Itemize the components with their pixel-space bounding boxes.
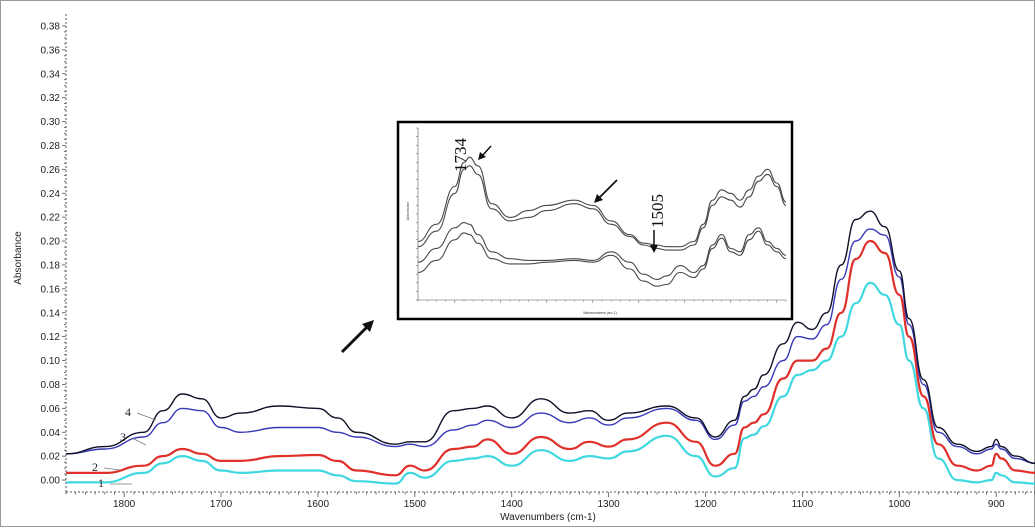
y-tick-label: 0.16	[41, 284, 61, 295]
y-tick-label: 0.38	[41, 21, 61, 32]
x-tick-label: 1200	[694, 499, 717, 510]
x-tick-label: 1100	[792, 499, 814, 510]
y-axis-label: Absorbance	[13, 231, 24, 285]
y-tick-label: 0.04	[41, 428, 61, 439]
series-lines	[65, 210, 1035, 485]
series-leader-3	[131, 437, 147, 446]
series-label-2: 2	[92, 460, 98, 474]
series-leader-2	[103, 467, 121, 471]
inset-x-ticks	[417, 300, 787, 303]
inset-series-line-2	[417, 165, 787, 251]
inset-peak-label-1734: 1734	[451, 138, 470, 173]
y-tick-label: 0.34	[41, 69, 61, 80]
x-tick-label: 1600	[307, 499, 330, 510]
inset-series-line-3	[417, 222, 787, 280]
y-tick-label: 0.18	[41, 260, 61, 271]
x-tick-label: 1500	[404, 499, 427, 510]
y-tick-label: 0.14	[41, 308, 61, 319]
y-tick-label: 0.22	[41, 213, 61, 224]
inset-series-line-1	[417, 156, 787, 248]
y-tick-label: 0.08	[41, 380, 61, 391]
y-tick-label: 0.02	[41, 452, 61, 463]
y-tick-label: 0.12	[41, 332, 61, 343]
series-label-4: 4	[125, 405, 131, 419]
series-leader-4	[136, 412, 157, 421]
x-tick-label: 1400	[501, 499, 524, 510]
y-tick-label: 0.30	[41, 117, 61, 128]
x-tick-label: 1700	[210, 499, 233, 510]
inset-series-line-4	[417, 230, 787, 287]
series-line-4	[65, 210, 1035, 464]
y-tick-label: 0.20	[41, 237, 61, 248]
x-tick-label: 1000	[888, 499, 911, 510]
inset-peak-arrow-1734	[478, 145, 492, 160]
y-tick-label: 0.06	[41, 404, 61, 415]
y-tick-label: 0.00	[41, 476, 61, 487]
inset-y-axis-label: Absorbance	[406, 202, 410, 221]
series-line-2	[66, 239, 1035, 477]
inset-arrow-mid	[594, 179, 618, 203]
series-line-1	[65, 281, 1035, 485]
x-tick-label: 900	[988, 499, 1005, 510]
series-labels: 12 3 4	[92, 405, 157, 490]
x-axis-label: Wavenumbers (cm-1)	[500, 512, 596, 523]
y-axis: 0.00 0.02 0.04 0.06 0.08 0.10 0.12 0.14 0.16 0.18…	[41, 14, 67, 492]
inset-border	[396, 120, 794, 321]
inset-peak-arrow-1505	[650, 230, 658, 253]
series-label-3: 3	[120, 430, 126, 444]
inset-pointer-arrow	[340, 320, 374, 354]
series-label-1: 1	[98, 476, 104, 490]
inset-peak-label-1505: 1505	[648, 194, 667, 228]
y-tick-label: 0.26	[41, 165, 61, 176]
inset-series-lines	[417, 156, 787, 287]
x-axis: 1800 1700 1600 1500 1400 1300 1200 1100 1000 900	[65, 491, 1035, 510]
inset-chart: Absorbance Wavenumbers (cm-1) 1734 1505	[396, 120, 794, 321]
x-tick-label: 1300	[598, 499, 621, 510]
x-tick-label: 1800	[113, 499, 136, 510]
y-tick-label: 0.28	[41, 141, 61, 152]
y-tick-label: 0.32	[41, 93, 61, 104]
y-tick-label: 0.10	[41, 356, 61, 367]
series-line-3	[65, 228, 1035, 464]
y-tick-label: 0.24	[41, 189, 61, 200]
y-tick-label: 0.36	[41, 45, 61, 56]
inset-x-axis-label: Wavenumbers (cm-1)	[583, 311, 617, 315]
